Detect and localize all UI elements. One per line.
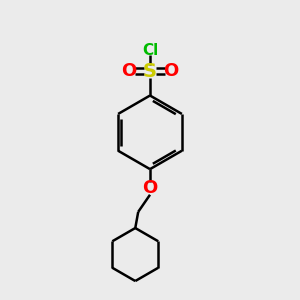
- Text: S: S: [143, 62, 157, 81]
- Text: O: O: [121, 62, 136, 80]
- Text: Cl: Cl: [142, 43, 158, 58]
- Text: O: O: [142, 179, 158, 197]
- Text: O: O: [164, 62, 179, 80]
